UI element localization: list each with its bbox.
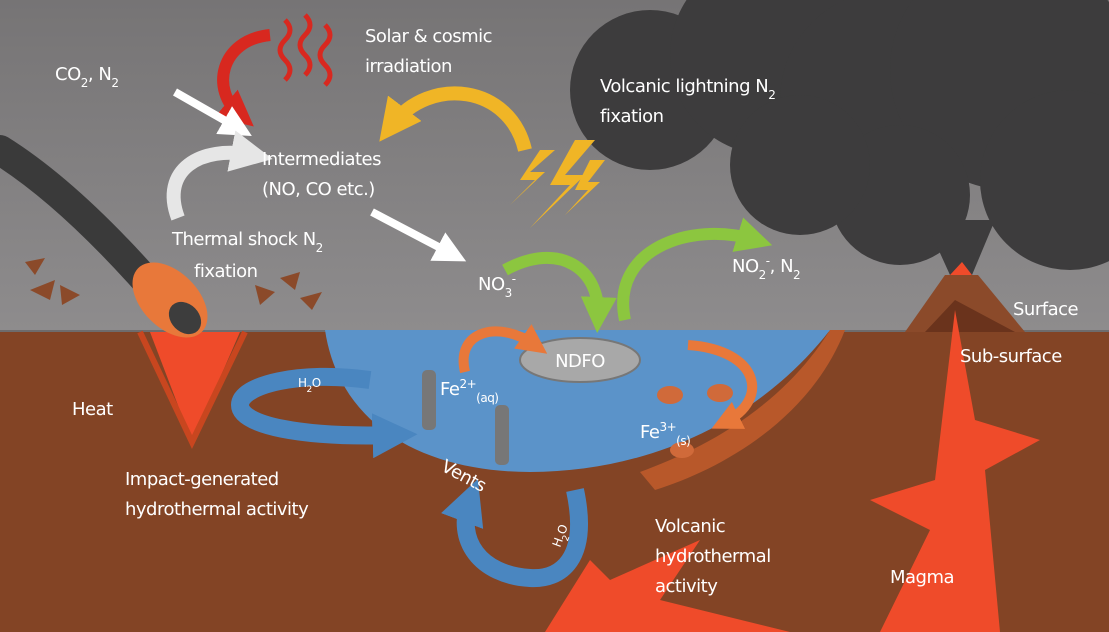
text: H — [298, 376, 307, 390]
superscript: 2+ — [459, 377, 476, 391]
superscript: 3+ — [659, 420, 676, 434]
text: , N — [770, 256, 793, 277]
text: CO — [55, 64, 81, 85]
text: O — [312, 376, 321, 390]
text: Volcanic lightning N — [600, 76, 768, 97]
subscript: 2 — [81, 76, 88, 90]
text: Impact-generated — [125, 469, 279, 490]
subscript: 2 — [759, 268, 766, 282]
text: , N — [88, 64, 111, 85]
text: Thermal shock N — [171, 229, 316, 250]
text: (NO, CO etc.) — [262, 179, 375, 200]
subscript: 2 — [793, 268, 800, 282]
superscript: - — [512, 272, 516, 286]
text: fixation — [194, 261, 258, 282]
text: Intermediates — [262, 149, 381, 170]
text: fixation — [600, 106, 664, 127]
subscript: 2 — [316, 241, 323, 255]
diagram: CO2, N2 Solar & cosmicirradiation Volcan… — [0, 0, 1109, 632]
text: activity — [655, 576, 718, 597]
label: Surface — [1013, 299, 1078, 320]
label: Magma — [890, 567, 954, 588]
label: NDFO — [555, 351, 605, 372]
text: NO — [732, 256, 759, 277]
page: CO2, N2 Solar & cosmicirradiation Volcan… — [0, 0, 1109, 632]
text: hydrothermal activity — [125, 499, 309, 520]
text: Fe — [640, 422, 660, 443]
subscript: 2 — [111, 76, 118, 90]
label: Sub-surface — [960, 346, 1062, 367]
text: Volcanic — [655, 516, 725, 537]
text: Fe — [440, 379, 460, 400]
text: Solar & cosmic — [365, 26, 492, 47]
subscript: 3 — [505, 286, 512, 300]
text: hydrothermal — [655, 546, 771, 567]
text: NO — [478, 274, 505, 295]
subscript: (aq) — [476, 391, 498, 405]
text: irradiation — [365, 56, 452, 77]
subscript: 2 — [768, 88, 775, 102]
label: Heat — [72, 399, 113, 420]
subscript: (s) — [676, 434, 690, 448]
